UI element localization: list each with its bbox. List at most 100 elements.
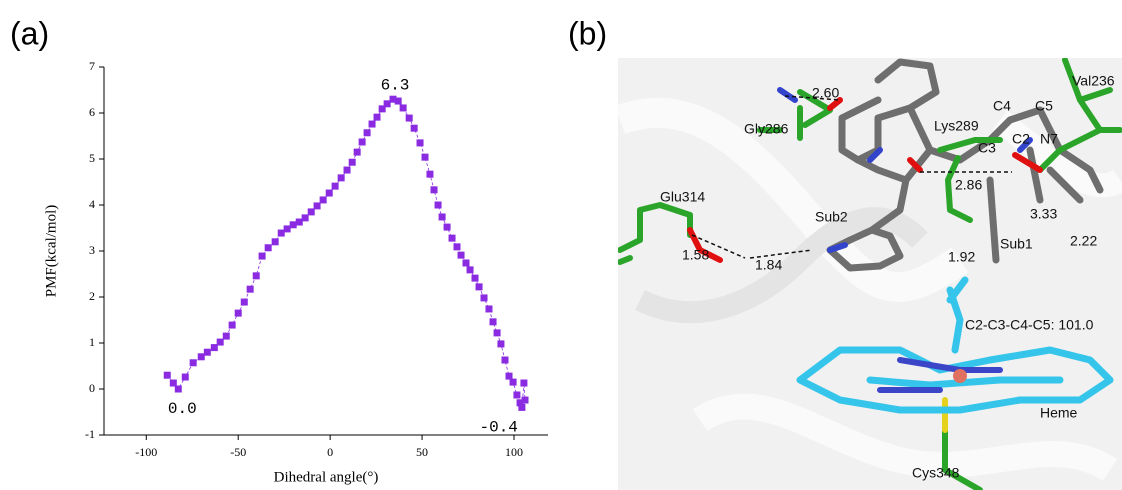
point <box>518 403 526 411</box>
structure-label: 3.33 <box>1030 206 1057 222</box>
structure-label: C2-C3-C4-C5: 101.0 <box>965 317 1094 333</box>
point <box>453 243 461 251</box>
point <box>521 396 529 404</box>
structure-label: Sub1 <box>1000 236 1033 252</box>
y-tick-label: 0 <box>89 381 95 395</box>
sticks <box>618 58 1122 490</box>
point <box>421 153 429 161</box>
point <box>405 114 413 122</box>
point <box>331 182 339 190</box>
point <box>197 353 205 361</box>
point <box>203 348 211 356</box>
point <box>210 344 218 352</box>
y-tick-label: 5 <box>89 151 95 165</box>
structure-label: C5 <box>1035 98 1053 114</box>
structure-label: Val236 <box>1072 73 1115 89</box>
structure-label: 2.60 <box>812 85 839 101</box>
point <box>240 298 248 306</box>
point <box>258 252 266 260</box>
ribbon <box>635 207 928 324</box>
point <box>301 214 309 222</box>
point <box>509 378 517 386</box>
point <box>438 213 446 221</box>
point <box>475 283 483 291</box>
y-tick-label: 1 <box>89 335 95 349</box>
point <box>416 139 424 147</box>
x-tick-label: -50 <box>230 445 246 459</box>
point <box>174 385 182 393</box>
point <box>307 208 315 216</box>
point <box>252 272 260 280</box>
point <box>471 274 479 282</box>
point <box>434 201 442 209</box>
structure-label: 1.84 <box>755 257 782 273</box>
structure-label: 1.92 <box>948 249 975 265</box>
point <box>466 266 474 274</box>
point <box>368 120 376 128</box>
point <box>430 186 438 194</box>
point <box>394 97 402 105</box>
point <box>513 391 521 399</box>
point <box>295 218 303 226</box>
point <box>234 309 242 317</box>
structure-label: 2.22 <box>1070 233 1097 249</box>
structure-label: Glu314 <box>660 189 705 205</box>
point <box>353 148 361 156</box>
point <box>516 399 524 407</box>
structure-panel: 2.60 Gly286 Lys289 C4 C5 Val236 C3 C2 N7… <box>618 58 1122 490</box>
structure-label: Heme <box>1040 405 1078 421</box>
y-axis-label: PMF(kcal/mol) <box>43 205 59 298</box>
x-tick-label: 100 <box>505 445 523 459</box>
point <box>489 318 497 326</box>
point <box>383 100 391 108</box>
ribbon <box>692 393 1118 482</box>
annotation: 0.0 <box>168 400 197 418</box>
annotation: -0.4 <box>479 419 517 437</box>
point <box>462 259 470 267</box>
structure-label: N7 <box>1040 131 1058 147</box>
point <box>313 202 321 210</box>
structure-label: Gly286 <box>744 121 789 137</box>
structure-label: C4 <box>993 98 1011 114</box>
point <box>501 356 509 364</box>
chart: Dihedral angle(°) PMF(kcal/mol) -1 0 1 2 3 4 5… <box>43 59 548 485</box>
panel-label: (b) <box>568 15 607 51</box>
point <box>457 251 465 259</box>
point <box>485 305 493 313</box>
point <box>222 332 230 340</box>
h-bonds <box>691 95 1012 259</box>
structure-label: 2.86 <box>955 177 982 193</box>
point <box>389 95 397 103</box>
point <box>493 329 501 337</box>
point <box>264 244 272 252</box>
x-tick-label: 0 <box>327 445 333 459</box>
point <box>373 113 381 121</box>
ribbon <box>992 110 1122 198</box>
structure-label: C3 <box>978 140 996 156</box>
y-tick-label: 2 <box>89 289 95 303</box>
point <box>520 379 528 387</box>
point <box>448 234 456 242</box>
x-tick-label: -100 <box>135 445 157 459</box>
data-line <box>166 98 526 408</box>
point <box>246 285 254 293</box>
point <box>497 340 505 348</box>
x-tick-label: 50 <box>416 445 428 459</box>
point <box>337 174 345 182</box>
ribbon <box>618 97 969 302</box>
point <box>426 170 434 178</box>
point <box>325 189 333 197</box>
structure-label: Cys348 <box>912 465 960 481</box>
point <box>443 223 451 231</box>
point <box>505 372 513 380</box>
point <box>343 166 351 174</box>
point <box>169 379 177 387</box>
point <box>363 129 371 137</box>
point <box>283 225 291 233</box>
point <box>228 321 236 329</box>
point <box>378 105 386 113</box>
point <box>189 359 197 367</box>
point <box>319 196 327 204</box>
y-tick-label: 7 <box>89 59 95 73</box>
